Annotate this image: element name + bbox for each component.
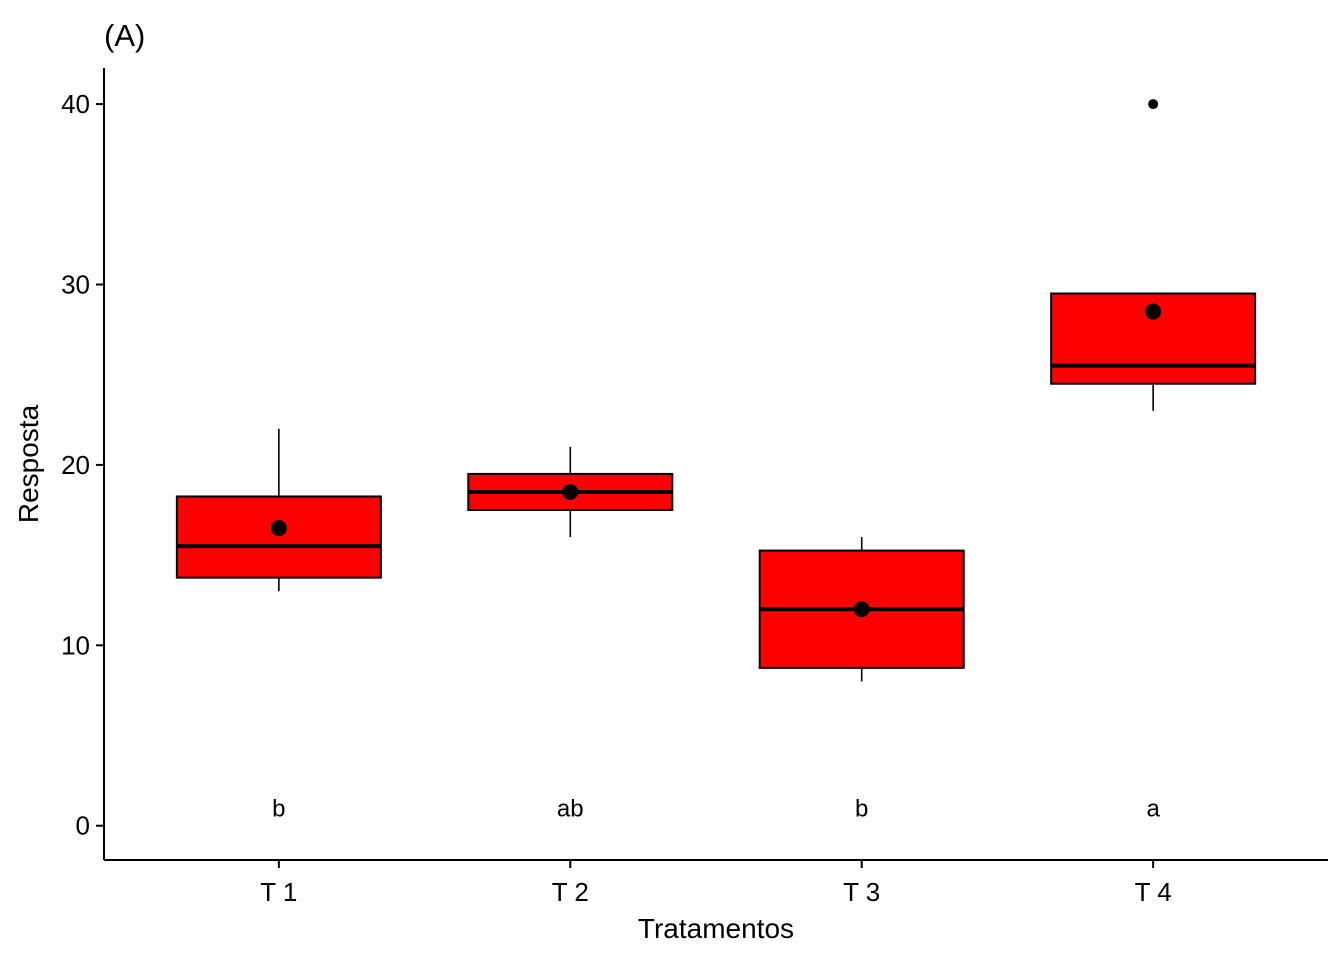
x-tick-label: T 1 [260, 877, 297, 907]
significance-letter: b [272, 796, 285, 823]
x-axis-label: Tratamentos [638, 913, 794, 944]
x-axis: T 1 T 2 T 3 T 4 [260, 860, 1172, 907]
plot-area: b ab b a [175, 99, 1257, 823]
x-tick-label: T 4 [1135, 877, 1172, 907]
box-iqr [1050, 292, 1257, 385]
y-tick-label: 40 [61, 89, 90, 119]
significance-letter: b [855, 796, 868, 823]
box-group-t3: b [758, 537, 965, 823]
y-tick-label: 0 [76, 811, 90, 841]
chart-title: (A) [104, 18, 145, 53]
box-group-t2: ab [467, 446, 674, 823]
y-axis-label: Resposta [13, 404, 44, 523]
y-tick-label: 10 [61, 630, 90, 660]
significance-letter: a [1146, 796, 1160, 823]
outlier-point [1148, 99, 1159, 110]
mean-point [1145, 303, 1162, 320]
y-tick-label: 30 [61, 269, 90, 299]
mean-point [270, 520, 287, 537]
mean-point [562, 483, 579, 500]
x-tick-label: T 2 [552, 877, 589, 907]
y-tick-label: 20 [61, 450, 90, 480]
box-group-t4: a [1050, 99, 1257, 823]
box-iqr [175, 495, 382, 579]
box-group-t1: b [175, 428, 382, 823]
significance-letter: ab [557, 796, 584, 823]
y-axis: 0 10 20 30 40 [61, 89, 104, 841]
x-tick-label: T 3 [843, 877, 880, 907]
mean-point [853, 601, 870, 618]
